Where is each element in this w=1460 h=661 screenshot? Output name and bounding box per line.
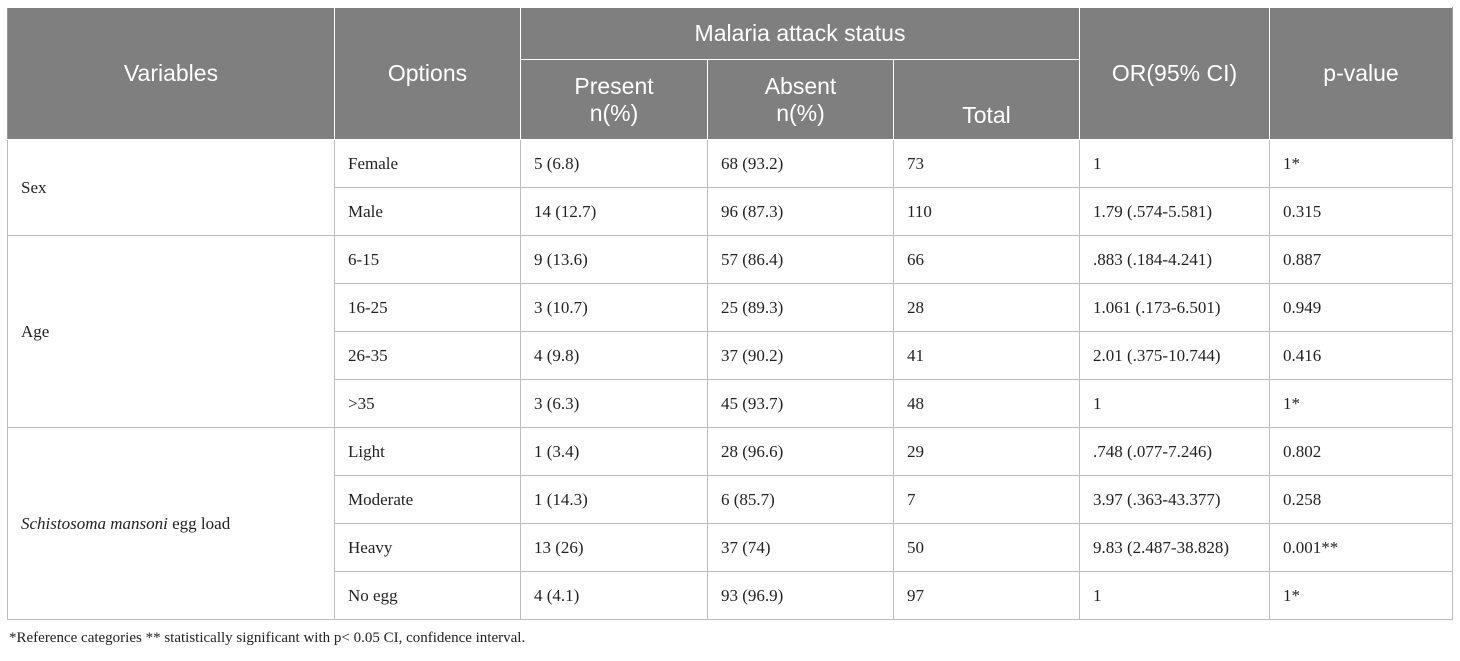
table-row: 26-35 4 (9.8) 37 (90.2) 41 2.01 (.375-10…: [8, 331, 1453, 380]
total-cell: 7: [893, 475, 1080, 524]
header-present-line1: Present: [574, 72, 654, 99]
present-cell: 13 (26): [520, 523, 708, 572]
header-absent-line2: n(%): [776, 99, 825, 126]
present-cell: 1 (3.4): [520, 427, 708, 476]
or-cell: 2.01 (.375-10.744): [1079, 331, 1270, 380]
p-value-cell: 1*: [1269, 571, 1453, 620]
p-value-cell: 0.416: [1269, 331, 1453, 380]
option-cell: Moderate: [334, 475, 521, 524]
header-options: Options: [334, 7, 521, 140]
total-cell: 97: [893, 571, 1080, 620]
header-variables: Variables: [7, 7, 335, 140]
or-cell: 1.79 (.574-5.581): [1079, 187, 1270, 236]
or-cell: 1: [1079, 379, 1270, 428]
option-cell: Heavy: [334, 523, 521, 572]
total-cell: 110: [893, 187, 1080, 236]
p-value-cell: 0.315: [1269, 187, 1453, 236]
absent-cell: 37 (74): [707, 523, 894, 572]
table-row: 16-25 3 (10.7) 25 (89.3) 28 1.061 (.173-…: [8, 283, 1453, 332]
table-body: Sex Female 5 (6.8) 68 (93.2) 73 1 1* Mal…: [7, 139, 1453, 620]
total-cell: 50: [893, 523, 1080, 572]
present-cell: 14 (12.7): [520, 187, 708, 236]
table-header: Variables Options Malaria attack status …: [7, 7, 1453, 140]
absent-cell: 6 (85.7): [707, 475, 894, 524]
or-cell: 1.061 (.173-6.501): [1079, 283, 1270, 332]
variable-cell-sex: Sex: [7, 139, 335, 236]
present-cell: 4 (9.8): [520, 331, 708, 380]
header-malaria-attack-status: Malaria attack status: [520, 7, 1080, 60]
variable-cell-age: Age: [7, 235, 335, 428]
header-absent-line1: Absent: [764, 72, 837, 99]
table-row: Age 6-15 9 (13.6) 57 (86.4) 66 .883 (.18…: [7, 235, 1453, 428]
option-cell: 26-35: [334, 331, 521, 380]
absent-cell: 28 (96.6): [707, 427, 894, 476]
absent-cell: 93 (96.9): [707, 571, 894, 620]
table-row: Sex Female 5 (6.8) 68 (93.2) 73 1 1*: [7, 139, 1453, 236]
absent-cell: 45 (93.7): [707, 379, 894, 428]
total-cell: 48: [893, 379, 1080, 428]
variable-egg-load-suffix: egg load: [167, 513, 231, 533]
option-cell: >35: [334, 379, 521, 428]
p-value-cell: 0.258: [1269, 475, 1453, 524]
present-cell: 4 (4.1): [520, 571, 708, 620]
p-value-cell: 1*: [1269, 139, 1453, 188]
variable-cell-egg-load: Schistosoma mansoni egg load: [7, 427, 335, 620]
present-cell: 3 (10.7): [520, 283, 708, 332]
table-row: No egg 4 (4.1) 93 (96.9) 97 1 1*: [8, 571, 1453, 620]
header-present: Present n(%): [520, 59, 708, 140]
header-total: Total: [893, 59, 1080, 140]
present-cell: 5 (6.8): [520, 139, 708, 188]
table-row: Schistosoma mansoni egg load Light 1 (3.…: [7, 427, 1453, 620]
p-value-cell: 0.001**: [1269, 523, 1453, 572]
or-cell: 1: [1079, 139, 1270, 188]
present-cell: 1 (14.3): [520, 475, 708, 524]
table-row: >35 3 (6.3) 45 (93.7) 48 1 1*: [8, 379, 1453, 428]
header-absent: Absent n(%): [707, 59, 894, 140]
table-row: Male 14 (12.7) 96 (87.3) 110 1.79 (.574-…: [8, 187, 1453, 236]
table-footnote: *Reference categories ** statistically s…: [9, 630, 526, 646]
table-container: Variables Options Malaria attack status …: [7, 7, 1453, 620]
or-cell: 3.97 (.363-43.377): [1079, 475, 1270, 524]
or-cell: 9.83 (2.487-38.828): [1079, 523, 1270, 572]
total-cell: 66: [893, 235, 1080, 284]
option-cell: 16-25: [334, 283, 521, 332]
header-or-ci: OR(95% CI): [1079, 7, 1270, 140]
p-value-cell: 0.949: [1269, 283, 1453, 332]
header-p-value: p-value: [1269, 7, 1453, 140]
total-cell: 41: [893, 331, 1080, 380]
malaria-status-table: Variables Options Malaria attack status …: [7, 7, 1453, 620]
option-cell: 6-15: [334, 235, 521, 284]
absent-cell: 37 (90.2): [707, 331, 894, 380]
total-cell: 29: [893, 427, 1080, 476]
or-cell: .883 (.184-4.241): [1079, 235, 1270, 284]
option-cell: No egg: [334, 571, 521, 620]
p-value-cell: 0.887: [1269, 235, 1453, 284]
p-value-cell: 0.802: [1269, 427, 1453, 476]
absent-cell: 57 (86.4): [707, 235, 894, 284]
or-cell: .748 (.077-7.246): [1079, 427, 1270, 476]
absent-cell: 25 (89.3): [707, 283, 894, 332]
absent-cell: 96 (87.3): [707, 187, 894, 236]
absent-cell: 68 (93.2): [707, 139, 894, 188]
total-cell: 28: [893, 283, 1080, 332]
option-cell: Female: [334, 139, 521, 188]
header-present-line2: n(%): [589, 99, 639, 126]
present-cell: 3 (6.3): [520, 379, 708, 428]
table-row: Heavy 13 (26) 37 (74) 50 9.83 (2.487-38.…: [8, 523, 1453, 572]
option-cell: Male: [334, 187, 521, 236]
option-cell: Light: [334, 427, 521, 476]
total-cell: 73: [893, 139, 1080, 188]
or-cell: 1: [1079, 571, 1270, 620]
variable-species-name: Schistosoma mansoni: [21, 513, 168, 533]
p-value-cell: 1*: [1269, 379, 1453, 428]
present-cell: 9 (13.6): [520, 235, 708, 284]
